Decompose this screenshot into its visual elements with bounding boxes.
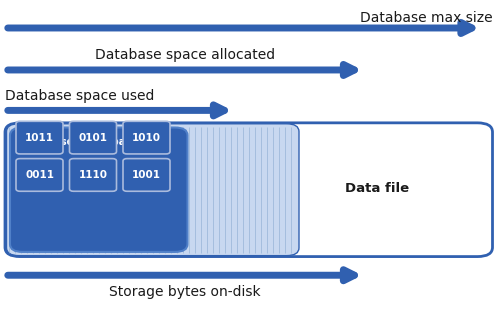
FancyBboxPatch shape [10,128,188,252]
FancyBboxPatch shape [5,123,492,257]
Text: 1110: 1110 [78,170,108,180]
Text: Database space used: Database space used [5,89,154,103]
Text: 0011: 0011 [25,170,54,180]
Text: 1011: 1011 [25,132,54,143]
Text: Data file: Data file [346,182,410,195]
FancyBboxPatch shape [123,121,170,154]
Text: Used data pages: Used data pages [52,137,144,146]
FancyBboxPatch shape [70,159,116,191]
Text: 1001: 1001 [132,170,161,180]
Text: 0101: 0101 [78,132,108,143]
FancyBboxPatch shape [16,159,63,191]
Text: Database space allocated: Database space allocated [95,48,275,62]
Text: Storage bytes on-disk: Storage bytes on-disk [109,285,261,299]
FancyBboxPatch shape [6,124,299,256]
FancyBboxPatch shape [123,159,170,191]
FancyBboxPatch shape [16,121,63,154]
Text: Database max size: Database max size [360,11,492,25]
FancyBboxPatch shape [70,121,116,154]
Text: 1010: 1010 [132,132,161,143]
